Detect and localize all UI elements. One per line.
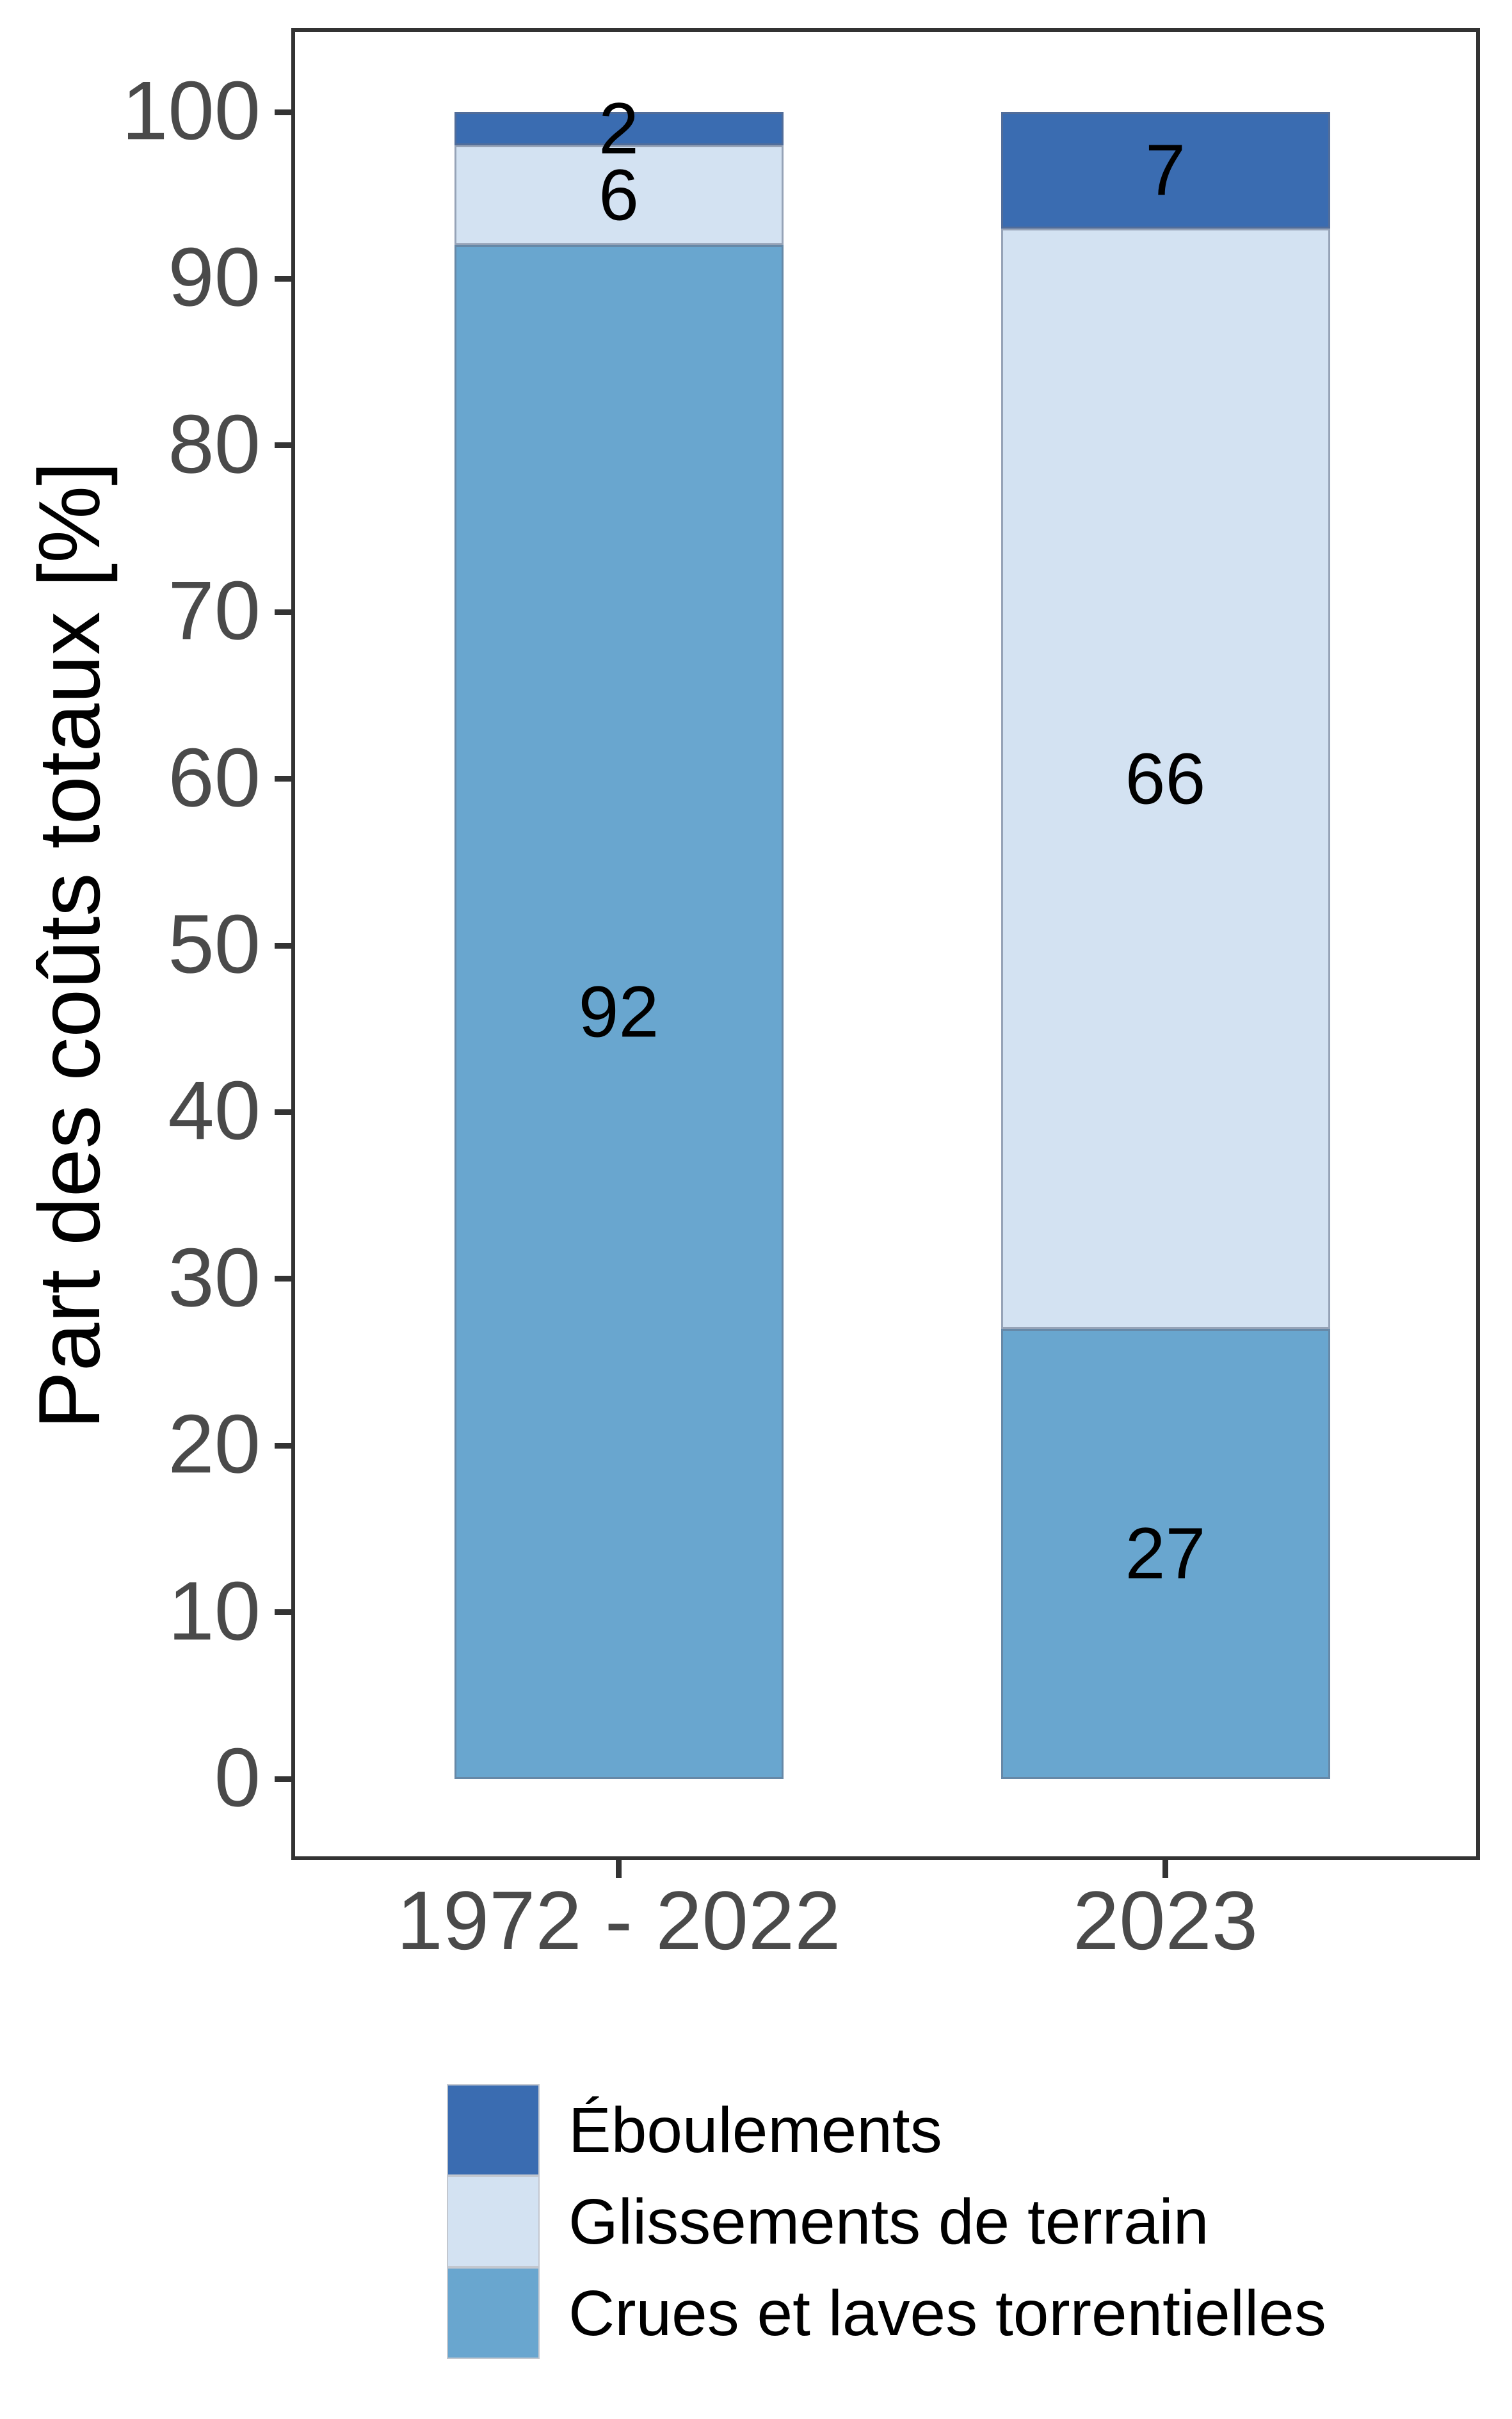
bar-value-label: 2 <box>599 88 639 169</box>
y-tick-label-50: 50 <box>168 897 261 991</box>
y-tick-label-80: 80 <box>168 397 261 491</box>
y-tick-label-30: 30 <box>168 1230 261 1324</box>
bar-value-label: 92 <box>578 971 659 1052</box>
x-tick-mark-2 <box>1162 1860 1168 1878</box>
bar-value-label: 27 <box>1125 1513 1206 1594</box>
legend-key-2 <box>447 2176 540 2267</box>
bar-segment-2-1 <box>1001 229 1330 1329</box>
legend-key-1 <box>447 2084 540 2176</box>
y-tick-mark-10 <box>275 1609 291 1616</box>
bar-value-label: 66 <box>1125 738 1206 819</box>
y-tick-label-0: 0 <box>214 1730 261 1824</box>
x-tick-label-2: 2023 <box>1072 1874 1259 1967</box>
legend-label-3: Crues et laves torrentielles <box>568 2277 1326 2349</box>
bar-segment-1-2 <box>454 245 784 1779</box>
bar-segment-1-0 <box>454 112 784 146</box>
y-tick-mark-70 <box>275 609 291 615</box>
y-tick-mark-0 <box>275 1776 291 1782</box>
y-tick-label-10: 10 <box>168 1563 261 1657</box>
legend-label-1: Éboulements <box>568 2094 942 2166</box>
bar-segment-2-0 <box>1001 112 1330 229</box>
y-tick-mark-80 <box>275 442 291 449</box>
y-tick-mark-100 <box>275 109 291 115</box>
y-tick-label-90: 90 <box>168 230 261 324</box>
legend-label-2: Glissements de terrain <box>568 2185 1209 2258</box>
y-tick-mark-60 <box>275 776 291 782</box>
y-tick-mark-90 <box>275 275 291 282</box>
bar-segment-1-1 <box>454 145 784 246</box>
legend-key-3 <box>447 2267 540 2359</box>
bar-value-label: 6 <box>599 154 639 236</box>
y-tick-mark-40 <box>275 1109 291 1115</box>
bar-segment-2-2 <box>1001 1328 1330 1779</box>
y-tick-label-40: 40 <box>168 1063 261 1157</box>
y-tick-mark-30 <box>275 1276 291 1282</box>
x-tick-mark-1 <box>616 1860 622 1878</box>
y-tick-label-60: 60 <box>168 730 261 824</box>
y-tick-label-20: 20 <box>168 1397 261 1491</box>
y-tick-label-70: 70 <box>168 563 261 657</box>
plot-panel-border <box>291 28 1480 1860</box>
y-tick-label-100: 100 <box>122 63 261 157</box>
x-tick-label-1: 1972 - 2022 <box>396 1874 841 1967</box>
y-tick-mark-20 <box>275 1442 291 1449</box>
bar-value-label: 7 <box>1145 129 1186 211</box>
y-tick-mark-50 <box>275 942 291 949</box>
